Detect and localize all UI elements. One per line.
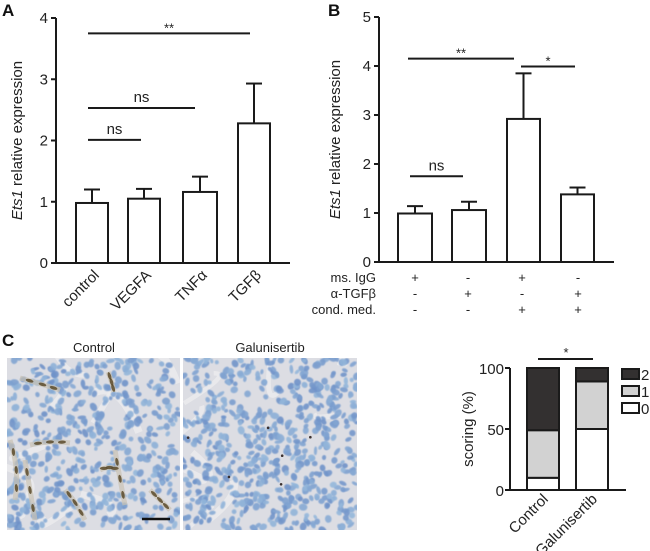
segment-score-2: [526, 367, 560, 432]
condition-value: +: [518, 270, 526, 285]
significance-label: ns: [429, 157, 445, 174]
condition-value: +: [574, 286, 582, 301]
legend-label: 0: [641, 401, 649, 418]
significance-label: **: [456, 46, 466, 61]
condition-value: -: [466, 302, 470, 317]
stacked-bar: [526, 367, 560, 491]
condition-value: +: [464, 286, 472, 301]
condition-value: -: [413, 286, 417, 301]
micrograph-galunisertib: [183, 358, 357, 530]
y-tick-label: 100: [479, 361, 504, 378]
y-tick-label: 2: [40, 133, 48, 150]
condition-value: +: [574, 302, 582, 317]
micrograph-title-galunisertib: Galunisertib: [235, 340, 304, 355]
condition-value: -: [413, 302, 417, 317]
legend-swatch: [621, 385, 640, 397]
significance-label: *: [563, 345, 568, 360]
y-tick-label: 0: [40, 255, 48, 272]
legend-swatch: [621, 402, 640, 414]
segment-score-1: [575, 380, 609, 431]
bar: [560, 186, 595, 264]
bar: [182, 175, 218, 264]
micrograph-title-control: Control: [73, 340, 115, 355]
x-category-label: TGFβ: [225, 267, 265, 307]
bar: [506, 72, 541, 263]
condition-row-label: cond. med.: [312, 302, 376, 317]
stacked-bar: [575, 367, 609, 491]
segment-score-0: [575, 428, 609, 491]
y-axis-title: scoring (%): [460, 391, 477, 467]
segment-score-2: [575, 367, 609, 383]
condition-value: +: [518, 302, 526, 317]
segment-score-1: [526, 429, 560, 479]
panel-label-b: B: [328, 1, 340, 20]
segment-score-0: [526, 476, 560, 491]
bar: [75, 188, 109, 265]
y-tick-label: 0: [363, 254, 371, 271]
bar-rect: [237, 122, 271, 264]
condition-row: α-TGFβ - + - +: [331, 286, 582, 301]
legend-item-2: 2: [621, 367, 649, 384]
bar: [451, 200, 487, 263]
y-tick-label: 1: [40, 194, 48, 211]
condition-row: ms. IgG + - + -: [330, 270, 580, 285]
x-category-label: control: [59, 267, 103, 311]
significance-label: ns: [107, 121, 123, 138]
legend-label: 1: [641, 384, 649, 401]
bar-rect: [75, 201, 109, 265]
y-tick-label: 5: [363, 9, 371, 26]
x-category-label: VEGFA: [107, 267, 154, 314]
bar-rect: [451, 209, 487, 263]
bar-rect: [182, 190, 218, 264]
significance-label: ns: [134, 89, 150, 106]
condition-value: -: [520, 286, 524, 301]
micrograph-control: [7, 358, 180, 530]
x-category-label: Control: [506, 491, 552, 537]
y-axis-title: Ets1 relative expression: [9, 61, 26, 220]
bar: [127, 187, 161, 264]
y-tick-label: 3: [363, 107, 371, 124]
panel-label-a: A: [2, 1, 14, 20]
y-tick-label: 1: [363, 205, 371, 222]
significance-label: **: [164, 20, 174, 35]
x-category-label: TNFα: [172, 267, 211, 306]
bar-rect: [127, 197, 161, 264]
y-tick-label: 4: [40, 10, 48, 27]
y-tick-label: 50: [487, 422, 504, 439]
condition-row-label: α-TGFβ: [331, 286, 376, 301]
legend-item-0: 0: [621, 401, 649, 418]
bar: [397, 205, 433, 264]
y-axis-title: Ets1 relative expression: [327, 60, 344, 219]
y-tick-label: 3: [40, 71, 48, 88]
legend-swatch: [621, 368, 640, 380]
bar-rect: [506, 117, 541, 263]
panel-label-c: C: [2, 331, 14, 350]
bar-rect: [560, 193, 595, 264]
bar: [237, 82, 271, 264]
significance-label: *: [545, 53, 550, 68]
legend-label: 2: [641, 367, 649, 384]
condition-row: cond. med. - - + +: [312, 302, 582, 317]
y-tick-label: 4: [363, 58, 371, 75]
y-tick-label: 0: [496, 483, 504, 500]
condition-value: +: [411, 270, 419, 285]
condition-value: -: [466, 270, 470, 285]
condition-value: -: [576, 270, 580, 285]
legend-item-1: 1: [621, 384, 649, 401]
bar-rect: [397, 212, 433, 264]
y-tick-label: 2: [363, 156, 371, 173]
condition-row-label: ms. IgG: [330, 270, 376, 285]
